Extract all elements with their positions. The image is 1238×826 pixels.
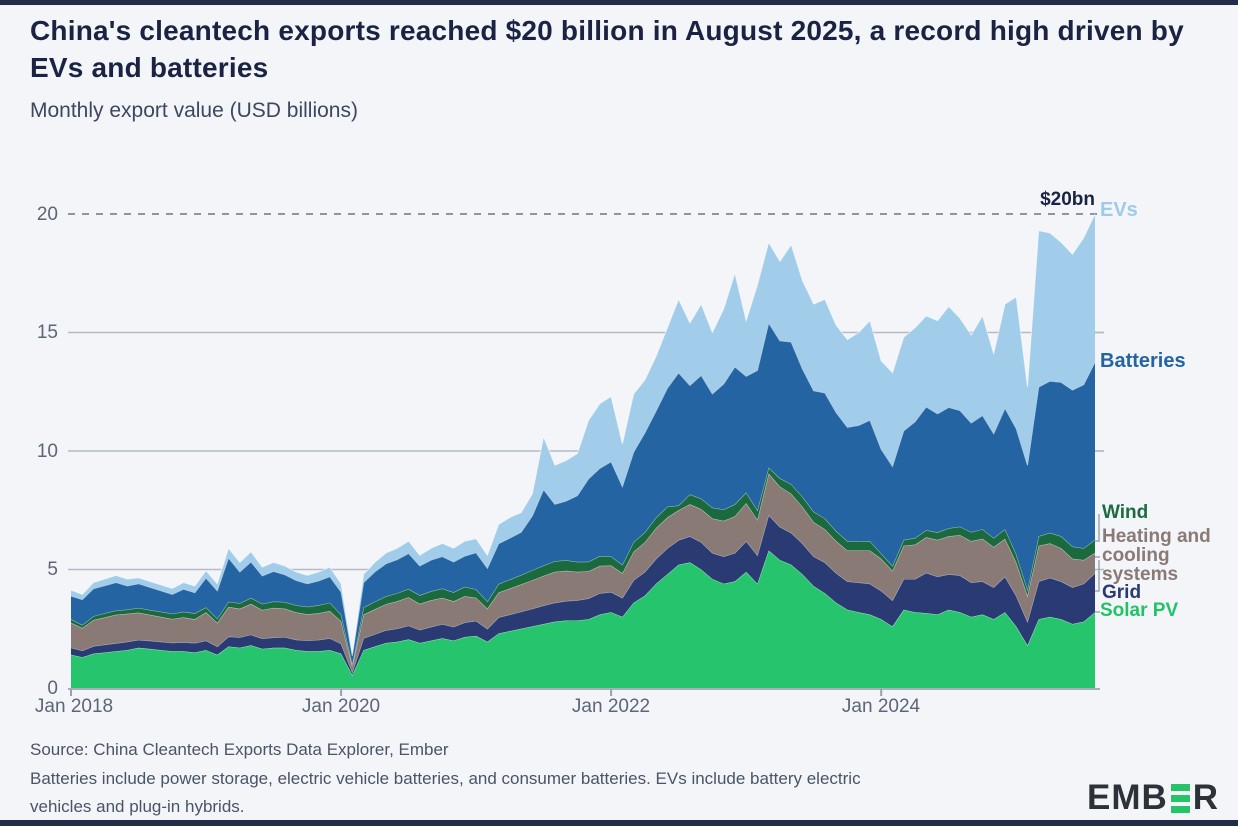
page-title: China's cleantech exports reached $20 bi… [30, 15, 1184, 83]
bottom-border-bar [0, 820, 1238, 826]
x-axis-tick-jan-2018: Jan 2018 [34, 696, 114, 717]
series-label-wind: Wind [1102, 502, 1149, 523]
series-label-evs: EVs [1100, 199, 1138, 221]
footnote-line-1: Batteries include power storage, electri… [30, 769, 861, 788]
record-annotation: $20bn [1040, 189, 1095, 210]
y-axis-tick-0: 0 [47, 678, 58, 699]
label-connector [1095, 560, 1100, 592]
source-text: Source: China Cleantech Exports Data Exp… [30, 740, 449, 759]
y-axis-tick-15: 15 [36, 322, 58, 343]
ember-logo-green-e-icon [1170, 783, 1190, 813]
series-label-heating-cooling: Heating and cooling systems [1102, 526, 1211, 585]
area-wind [71, 467, 1095, 667]
x-axis-tick-jan-2022: Jan 2022 [571, 696, 651, 717]
chart-subtitle: Monthly export value (USD billions) [30, 99, 358, 122]
area-edge-evs [70, 213, 1096, 654]
ember-logo-text-post: R [1192, 778, 1220, 817]
footnote-line-2: vehicles and plug-in hybrids. [30, 797, 245, 816]
area-evs [71, 214, 1095, 656]
x-axis-tick-jan-2020: Jan 2020 [301, 696, 381, 717]
top-border-bar [0, 0, 1238, 5]
ember-logo-text-pre: EMB [1087, 778, 1168, 817]
area-batteries [71, 323, 1095, 665]
area-solar-pv [71, 550, 1095, 688]
label-connector [1095, 514, 1100, 542]
y-axis-tick-20: 20 [36, 204, 58, 225]
series-label-grid: Grid [1102, 582, 1142, 603]
y-axis-tick-10: 10 [36, 441, 58, 462]
area-heating-cooling [71, 473, 1095, 673]
ember-logo: EMB R [1087, 778, 1219, 818]
series-label-batteries: Batteries [1100, 350, 1186, 372]
x-axis-tick-jan-2024: Jan 2024 [841, 696, 921, 717]
y-axis-tick-5: 5 [47, 559, 58, 580]
series-label-solar-pv: Solar PV [1100, 600, 1179, 621]
